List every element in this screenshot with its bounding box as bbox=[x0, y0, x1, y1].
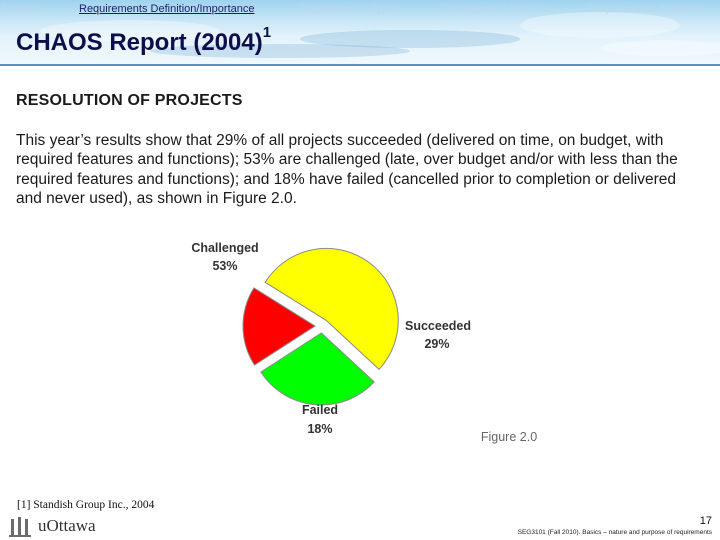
slice-label-challenged: Challenged bbox=[191, 241, 258, 255]
nav-item-requirements-types[interactable]: Requirements Types bbox=[299, 3, 400, 15]
figure-caption: Figure 2.0 bbox=[481, 430, 537, 444]
water-ripple bbox=[150, 44, 410, 58]
pie-slice-succeeded bbox=[260, 332, 375, 406]
footnote-reference: [1] Standish Group Inc., 2004 bbox=[17, 499, 155, 511]
water-ripple bbox=[300, 30, 520, 48]
nav-item-failures[interactable]: Failures bbox=[2, 3, 42, 15]
uottawa-logo: uOttawa bbox=[8, 516, 128, 538]
slide-header: Failures Requirements Definition/Importa… bbox=[0, 0, 720, 66]
results-paragraph: This year’s results show that 29% of all… bbox=[16, 132, 678, 208]
page-number: 17 bbox=[699, 515, 712, 527]
water-ripple bbox=[520, 12, 680, 38]
slice-label-failed: Failed bbox=[302, 403, 338, 417]
slice-value-challenged: 53% bbox=[212, 259, 237, 273]
section-heading: RESOLUTION OF PROJECTS bbox=[16, 92, 243, 109]
pie-slice-challenged bbox=[264, 247, 399, 371]
nav-item-requirements-definition[interactable]: Requirements Definition/Importance bbox=[79, 3, 255, 15]
resolution-pie-chart: Challenged 53% Succeeded 29% Failed 18% … bbox=[191, 241, 537, 444]
water-ripple bbox=[600, 40, 720, 56]
slice-value-failed: 18% bbox=[307, 422, 332, 436]
pie-slices bbox=[242, 247, 399, 406]
header-divider bbox=[0, 64, 720, 66]
slice-value-succeeded: 29% bbox=[424, 337, 449, 351]
course-footer: SEG3101 (Fall 2010). Basics – nature and… bbox=[517, 529, 712, 536]
slice-label-succeeded: Succeeded bbox=[405, 319, 471, 333]
pie-labels: Challenged 53% Succeeded 29% Failed 18% … bbox=[191, 241, 537, 444]
university-crest-icon bbox=[9, 517, 31, 537]
logo-wordmark: uOttawa bbox=[38, 516, 96, 535]
pie-slice-failed bbox=[242, 287, 316, 366]
section-nav: Failures Requirements Definition/Importa… bbox=[0, 3, 720, 19]
nav-item-requirements-activities[interactable]: Requirements Activities bbox=[588, 3, 703, 15]
nav-item-development-process[interactable]: Development Process bbox=[441, 3, 549, 15]
page-title: CHAOS Report (2004)1 bbox=[16, 24, 271, 57]
page-title-text: CHAOS Report (2004) bbox=[16, 29, 263, 56]
water-ripple bbox=[40, 20, 220, 42]
title-footnote-marker: 1 bbox=[262, 24, 272, 41]
